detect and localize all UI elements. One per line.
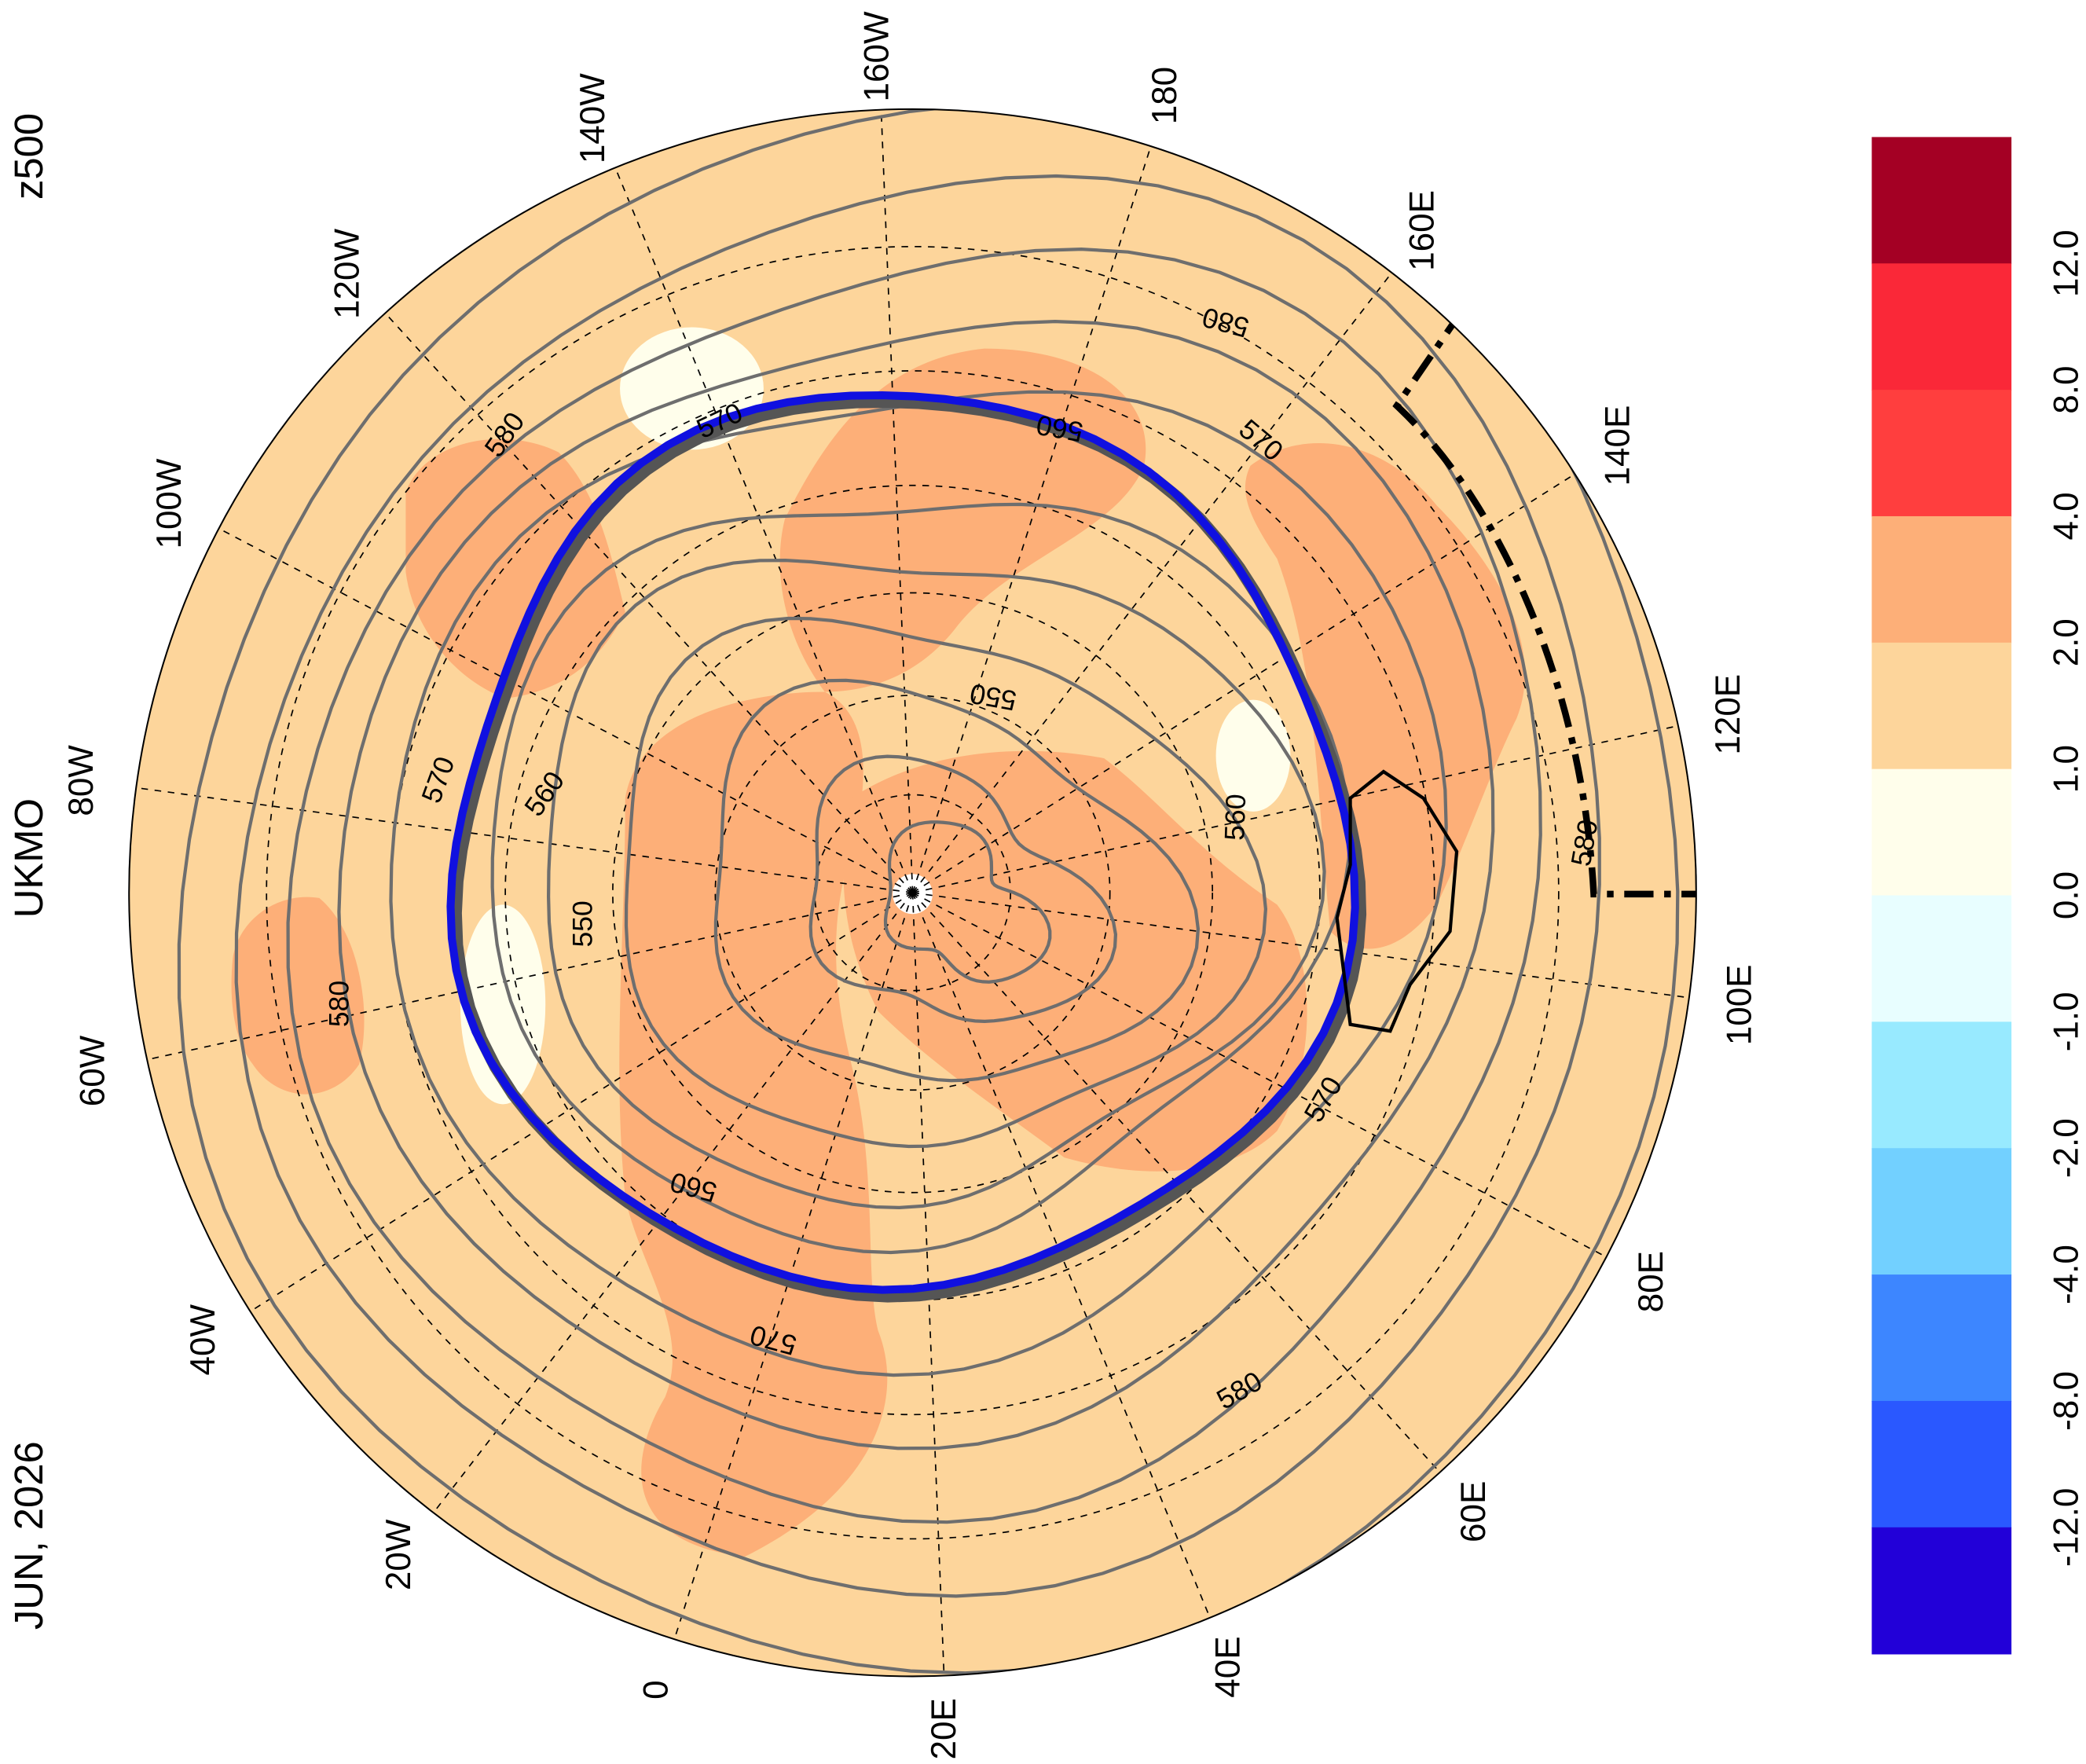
colorbar-label: 1.0 xyxy=(2048,745,2086,793)
contour-line xyxy=(234,174,1601,1598)
contour-label: 550 xyxy=(967,677,1018,717)
longitude-label: 180 xyxy=(1146,67,1184,124)
meridian-line xyxy=(673,892,914,1640)
anomaly-region xyxy=(231,897,365,1095)
longitude-label: 100W xyxy=(150,458,189,548)
colorbar-swatch xyxy=(1872,1148,2012,1275)
colorbar-label: 12.0 xyxy=(2048,229,2086,297)
contour-label: 560 xyxy=(1034,409,1085,448)
colorbar-swatch xyxy=(1872,1021,2012,1150)
meridian-line xyxy=(912,892,1689,999)
longitude-label: 140E xyxy=(1598,405,1637,486)
latitude-circle xyxy=(266,245,1560,1540)
colorbar-label: 8.0 xyxy=(2048,366,2086,414)
anomaly-region xyxy=(619,691,888,1557)
colorbar-swatch xyxy=(1872,1400,2012,1528)
anomaly-region xyxy=(1245,443,1525,949)
colorbar-label: -2.0 xyxy=(2048,1118,2086,1178)
model-title: UKMO xyxy=(6,798,51,918)
longitude-label: 120W xyxy=(328,229,366,319)
contour-line xyxy=(490,502,1351,1255)
meridian-line xyxy=(136,787,913,893)
meridian-line xyxy=(912,892,1607,1258)
colorbar-swatch xyxy=(1872,515,2012,644)
meridian-line xyxy=(912,473,1575,893)
longitude-label: 160W xyxy=(857,11,896,101)
longitude-label: 40W xyxy=(184,1304,222,1376)
near-zero-region xyxy=(1215,699,1291,812)
colorbar-label: 4.0 xyxy=(2048,492,2086,540)
contour-label: 560 xyxy=(1219,794,1252,842)
meridian-line xyxy=(432,892,914,1513)
longitude-label: 140W xyxy=(574,73,612,163)
colorbar: -12.0 -8.0 -4.0 -2.0 -1.0 0.0 1.0 2.0 4.0 8.0 12.0 xyxy=(1872,137,2086,1655)
meridian-line xyxy=(614,167,914,893)
colorbar-label: -12.0 xyxy=(2048,1488,2086,1567)
colorbar-swatch xyxy=(1872,137,2012,265)
colorbar-swatch xyxy=(1872,895,2012,1023)
colorbar-swatch xyxy=(1872,1527,2012,1655)
meridian-line xyxy=(880,109,914,893)
latitude-circle xyxy=(612,592,1214,1194)
contour-line xyxy=(624,616,1268,1149)
colorbar-swatch xyxy=(1872,642,2012,770)
colorbar-swatch xyxy=(1872,263,2012,391)
colorbar-label: -1.0 xyxy=(2048,992,2086,1051)
longitude-label: 120E xyxy=(1709,674,1747,755)
colorbar-label: -8.0 xyxy=(2048,1371,2086,1431)
colorbar-label: -4.0 xyxy=(2048,1245,2086,1304)
colorbar-swatch xyxy=(1872,390,2012,517)
colorbar-label: 0.0 xyxy=(2048,871,2086,919)
meridian-line xyxy=(911,272,1393,893)
longitude-label: 80W xyxy=(62,745,101,816)
longitude-label: 60W xyxy=(74,1035,112,1106)
colorbar-swatch xyxy=(1872,1274,2012,1402)
colorbar-label: 2.0 xyxy=(2048,618,2086,666)
longitude-label: 0 xyxy=(636,1680,675,1699)
meridian-line xyxy=(250,892,913,1312)
longitude-label: 20E xyxy=(925,1698,963,1759)
contour-line xyxy=(389,390,1448,1377)
anomaly-fill xyxy=(231,348,1525,1557)
date-title: JUN, 2026 xyxy=(6,1441,51,1630)
meridian-line xyxy=(912,724,1679,893)
longitude-label: 60E xyxy=(1454,1481,1493,1542)
longitude-label: 80E xyxy=(1632,1251,1670,1312)
contour-line xyxy=(337,319,1495,1450)
latitude-circle xyxy=(714,695,1111,1091)
z500-contours xyxy=(177,108,1680,1675)
anomaly-region xyxy=(405,438,625,699)
region-outline xyxy=(1335,769,1459,1033)
map-border xyxy=(128,108,1697,1678)
near-zero-region xyxy=(460,904,546,1105)
anomaly-region xyxy=(843,750,1307,1172)
meridian-line xyxy=(384,312,914,893)
highlight-contour xyxy=(446,391,1359,1294)
anomaly-region xyxy=(779,348,1146,692)
longitude-label: 40E xyxy=(1208,1636,1247,1697)
boundary-line xyxy=(1392,306,1696,898)
contour-label: 580 xyxy=(324,981,355,1027)
longitude-label: 20W xyxy=(379,1519,418,1590)
contour-line xyxy=(546,559,1326,1210)
contour-label: 550 xyxy=(566,900,598,947)
colorbar-swatch xyxy=(1872,768,2012,897)
map-disk xyxy=(129,108,1696,1677)
meridian-line xyxy=(146,892,913,1061)
meridian-line xyxy=(911,145,1152,893)
longitude-label: 100E xyxy=(1721,964,1759,1045)
longitude-label: 160E xyxy=(1403,190,1442,271)
contour-line xyxy=(883,820,1052,984)
contour-line xyxy=(713,678,1201,1083)
field-title: z500 xyxy=(6,113,51,200)
contour-line xyxy=(286,248,1542,1524)
contour-line xyxy=(808,754,1118,1023)
longitude-labels: 0 20E 40E 60E 80E 100E 120E 140E 160E 180 160W 140W… xyxy=(62,11,1759,1759)
